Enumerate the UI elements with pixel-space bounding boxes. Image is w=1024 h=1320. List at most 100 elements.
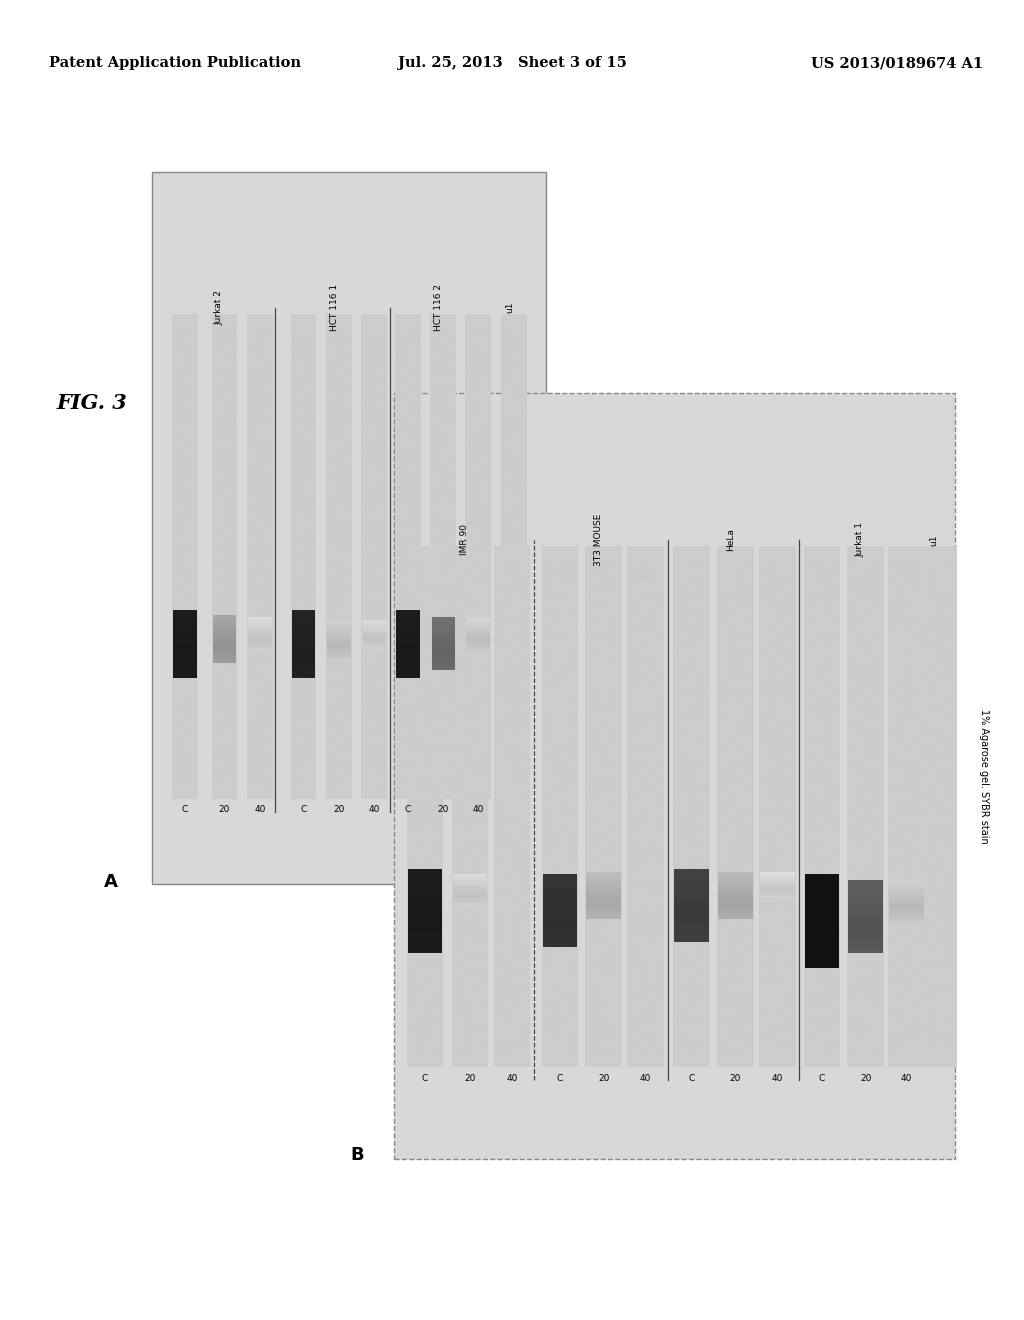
Bar: [466, 620, 489, 623]
Bar: [849, 928, 883, 935]
Bar: [408, 939, 442, 945]
Bar: [453, 890, 487, 892]
Text: B: B: [350, 1146, 364, 1164]
Bar: [292, 644, 315, 649]
Bar: [628, 546, 664, 1067]
Bar: [543, 899, 577, 904]
Bar: [543, 917, 577, 923]
Text: Jurkat 2: Jurkat 2: [214, 290, 223, 325]
Bar: [362, 622, 386, 624]
Text: 20: 20: [598, 1073, 609, 1082]
Bar: [173, 655, 197, 661]
Bar: [453, 900, 487, 903]
Bar: [587, 899, 621, 903]
Bar: [586, 546, 622, 1067]
Text: u1: u1: [930, 535, 939, 545]
Text: C: C: [557, 1073, 563, 1082]
Bar: [292, 638, 315, 644]
Bar: [248, 623, 271, 626]
Bar: [452, 546, 488, 1067]
Bar: [805, 874, 839, 882]
Bar: [213, 627, 237, 631]
Text: 40: 40: [901, 1073, 912, 1082]
Bar: [718, 907, 753, 911]
Bar: [587, 879, 621, 883]
Bar: [396, 615, 420, 622]
Bar: [248, 636, 271, 640]
Bar: [542, 546, 578, 1067]
Bar: [173, 644, 197, 649]
Bar: [466, 640, 489, 643]
Bar: [805, 945, 839, 953]
Bar: [675, 912, 709, 917]
Bar: [849, 892, 883, 898]
Bar: [466, 643, 489, 645]
Bar: [396, 632, 420, 638]
Bar: [805, 937, 839, 945]
Bar: [396, 655, 420, 661]
Bar: [587, 915, 621, 919]
Bar: [718, 873, 753, 875]
Bar: [396, 638, 420, 644]
Bar: [760, 876, 795, 878]
Bar: [396, 649, 420, 655]
Bar: [292, 622, 315, 627]
Bar: [327, 639, 350, 642]
Bar: [849, 879, 883, 953]
Text: C: C: [300, 805, 306, 814]
Bar: [760, 874, 795, 876]
Bar: [173, 649, 197, 655]
Bar: [292, 655, 315, 661]
Bar: [675, 906, 709, 912]
Bar: [587, 907, 621, 911]
Bar: [395, 314, 421, 799]
Bar: [327, 655, 350, 659]
Bar: [431, 657, 455, 661]
Bar: [292, 627, 315, 632]
Bar: [675, 887, 709, 894]
Bar: [327, 623, 350, 626]
Text: 20: 20: [730, 1073, 741, 1082]
Text: 40: 40: [507, 1073, 518, 1082]
Bar: [805, 906, 839, 913]
Text: 40: 40: [254, 805, 265, 814]
Bar: [890, 900, 924, 904]
Bar: [431, 626, 455, 631]
Bar: [718, 915, 753, 919]
Bar: [431, 635, 455, 639]
Bar: [466, 634, 489, 636]
Bar: [543, 892, 577, 899]
Bar: [362, 627, 386, 630]
Bar: [431, 616, 455, 671]
Bar: [718, 895, 753, 899]
Bar: [453, 879, 487, 882]
Text: Jurkat 1: Jurkat 1: [856, 523, 864, 557]
Bar: [466, 631, 489, 634]
Bar: [431, 639, 455, 644]
Bar: [453, 898, 487, 900]
Bar: [587, 883, 621, 887]
Bar: [675, 875, 709, 882]
Bar: [466, 628, 489, 631]
Text: 40: 40: [369, 805, 380, 814]
Bar: [453, 882, 487, 884]
Bar: [587, 873, 621, 919]
Bar: [760, 887, 795, 890]
Bar: [408, 917, 442, 925]
Bar: [849, 909, 883, 916]
Bar: [849, 946, 883, 953]
Bar: [453, 874, 487, 906]
Bar: [849, 935, 883, 940]
Bar: [408, 911, 442, 917]
Bar: [849, 898, 883, 904]
Bar: [394, 393, 955, 1159]
Bar: [543, 935, 577, 941]
Bar: [543, 911, 577, 917]
Bar: [805, 921, 839, 929]
Bar: [587, 873, 621, 875]
Bar: [453, 903, 487, 906]
Bar: [890, 879, 924, 921]
Text: 40: 40: [472, 805, 483, 814]
Bar: [362, 647, 386, 648]
Bar: [760, 880, 795, 883]
